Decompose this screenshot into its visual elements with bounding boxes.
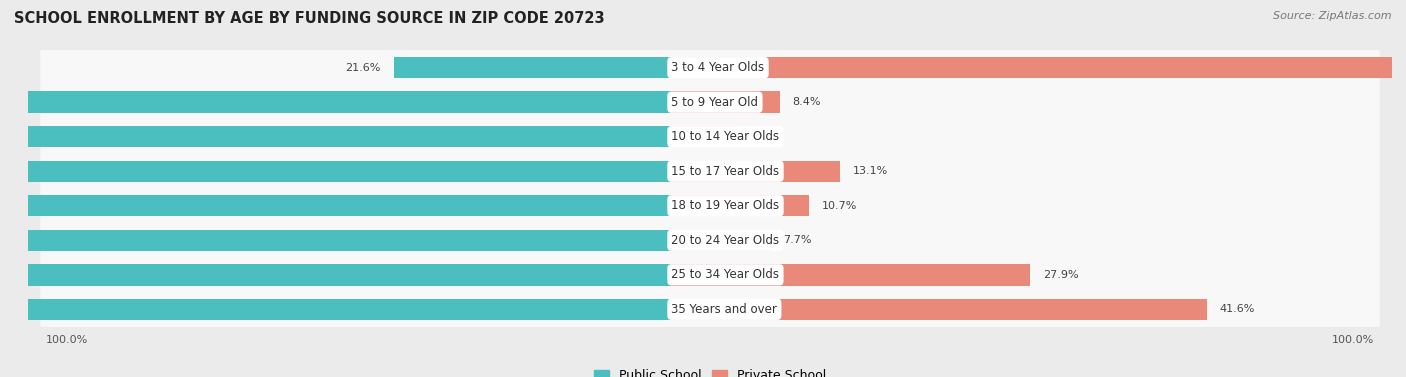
Text: 20 to 24 Year Olds: 20 to 24 Year Olds [672,234,779,247]
Text: SCHOOL ENROLLMENT BY AGE BY FUNDING SOURCE IN ZIP CODE 20723: SCHOOL ENROLLMENT BY AGE BY FUNDING SOUR… [14,11,605,26]
FancyBboxPatch shape [41,257,1379,293]
Text: 10 to 14 Year Olds: 10 to 14 Year Olds [672,130,779,143]
Text: 18 to 19 Year Olds: 18 to 19 Year Olds [672,199,779,212]
Text: 13.1%: 13.1% [853,166,889,176]
Text: 35 Years and over: 35 Years and over [672,303,778,316]
Bar [672,299,1206,320]
Bar [0,126,672,147]
FancyBboxPatch shape [41,84,1379,120]
Bar [0,161,672,182]
Text: 3 to 4 Year Olds: 3 to 4 Year Olds [672,61,765,74]
Bar [0,230,672,251]
Bar [0,299,672,320]
FancyBboxPatch shape [41,292,1379,327]
Bar [672,57,1406,78]
FancyBboxPatch shape [41,119,1379,154]
Bar [394,57,672,78]
Bar [672,195,808,216]
Bar [672,92,779,113]
Text: 5 to 9 Year Old: 5 to 9 Year Old [672,96,758,109]
Text: 10.7%: 10.7% [823,201,858,211]
FancyBboxPatch shape [41,188,1379,223]
Bar [672,230,770,251]
Bar [0,195,672,216]
Bar [672,126,737,147]
Text: Source: ZipAtlas.com: Source: ZipAtlas.com [1274,11,1392,21]
Bar [0,92,672,113]
Bar [0,264,672,285]
FancyBboxPatch shape [41,50,1379,85]
Text: 8.4%: 8.4% [793,97,821,107]
FancyBboxPatch shape [41,223,1379,258]
Text: 25 to 34 Year Olds: 25 to 34 Year Olds [672,268,779,281]
Text: 7.7%: 7.7% [783,235,811,245]
Legend: Public School, Private School: Public School, Private School [588,363,832,377]
Bar [672,264,1031,285]
Text: 41.6%: 41.6% [1219,304,1256,314]
Text: 27.9%: 27.9% [1043,270,1078,280]
Text: 5.1%: 5.1% [749,132,778,142]
Text: 21.6%: 21.6% [346,63,381,73]
Bar [672,161,839,182]
FancyBboxPatch shape [41,154,1379,189]
Text: 15 to 17 Year Olds: 15 to 17 Year Olds [672,165,779,178]
